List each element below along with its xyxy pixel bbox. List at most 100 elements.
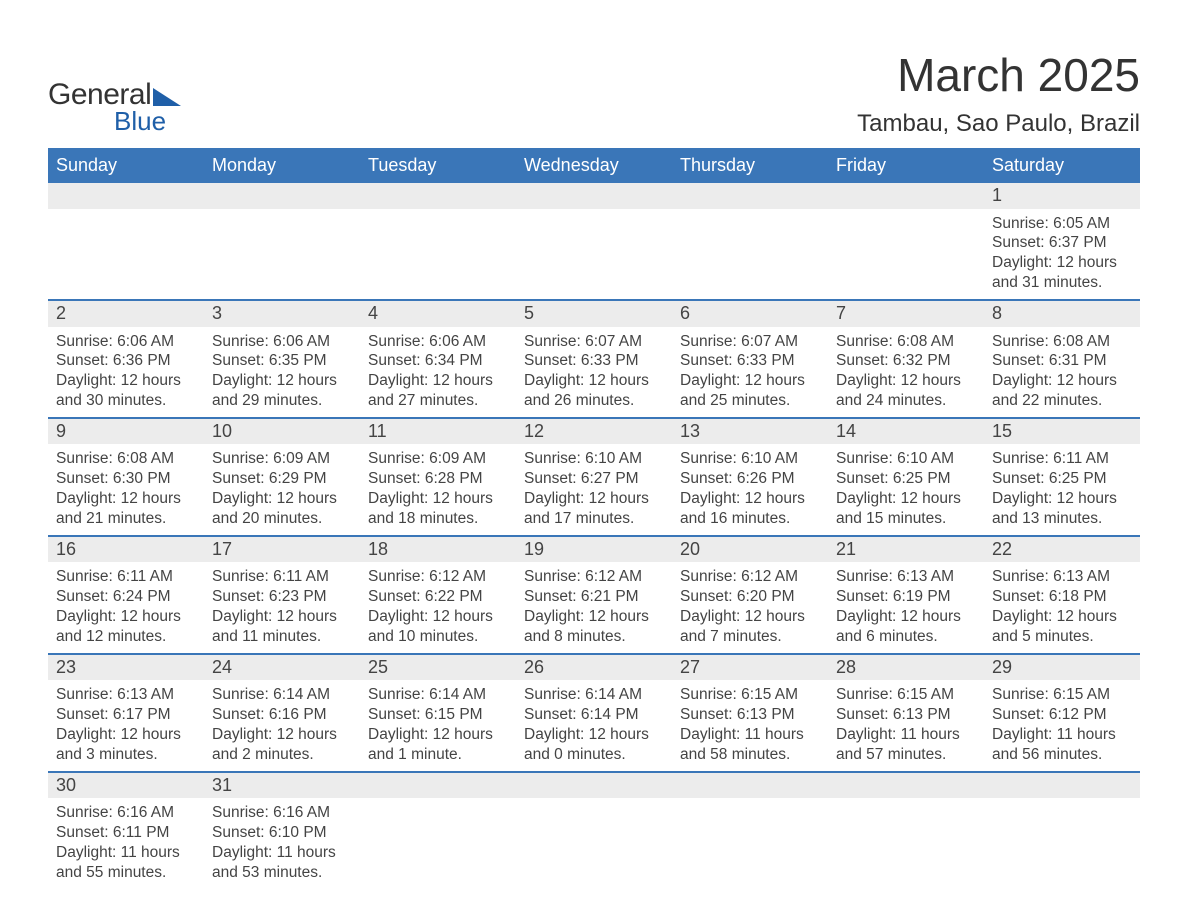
day-cell: 20Sunrise: 6:12 AMSunset: 6:20 PMDayligh… [672, 537, 828, 653]
day-body: Sunrise: 6:13 AMSunset: 6:19 PMDaylight:… [828, 562, 984, 652]
day-number [828, 773, 984, 799]
day-body: Sunrise: 6:09 AMSunset: 6:28 PMDaylight:… [360, 444, 516, 534]
day-number [516, 773, 672, 799]
day-body: Sunrise: 6:14 AMSunset: 6:15 PMDaylight:… [360, 680, 516, 770]
day-body: Sunrise: 6:08 AMSunset: 6:31 PMDaylight:… [984, 327, 1140, 417]
sunrise-text: Sunrise: 6:12 AM [680, 567, 820, 587]
sunrise-text: Sunrise: 6:07 AM [524, 332, 664, 352]
day-body: Sunrise: 6:06 AMSunset: 6:35 PMDaylight:… [204, 327, 360, 417]
sunset-text: Sunset: 6:13 PM [836, 705, 976, 725]
day-cell: 23Sunrise: 6:13 AMSunset: 6:17 PMDayligh… [48, 655, 204, 771]
sunset-text: Sunset: 6:13 PM [680, 705, 820, 725]
daylight-text: Daylight: 12 hours and 5 minutes. [992, 607, 1132, 647]
day-number [360, 183, 516, 209]
day-number: 6 [672, 301, 828, 327]
weekday-header: Wednesday [516, 148, 672, 183]
day-number: 29 [984, 655, 1140, 681]
title-block: March 2025 Tambau, Sao Paulo, Brazil [857, 48, 1140, 138]
day-number: 21 [828, 537, 984, 563]
day-cell [48, 183, 204, 299]
daylight-text: Daylight: 12 hours and 10 minutes. [368, 607, 508, 647]
day-cell: 11Sunrise: 6:09 AMSunset: 6:28 PMDayligh… [360, 419, 516, 535]
day-number: 4 [360, 301, 516, 327]
sunset-text: Sunset: 6:11 PM [56, 823, 196, 843]
daylight-text: Daylight: 12 hours and 3 minutes. [56, 725, 196, 765]
weekday-header: Sunday [48, 148, 204, 183]
day-cell [828, 183, 984, 299]
sunset-text: Sunset: 6:24 PM [56, 587, 196, 607]
day-number: 26 [516, 655, 672, 681]
day-body: Sunrise: 6:16 AMSunset: 6:10 PMDaylight:… [204, 798, 360, 888]
week-row: 30Sunrise: 6:16 AMSunset: 6:11 PMDayligh… [48, 771, 1140, 889]
day-number [204, 183, 360, 209]
day-number: 7 [828, 301, 984, 327]
sunset-text: Sunset: 6:20 PM [680, 587, 820, 607]
day-number: 25 [360, 655, 516, 681]
sunset-text: Sunset: 6:33 PM [680, 351, 820, 371]
logo-triangle-icon [153, 88, 181, 106]
sunrise-text: Sunrise: 6:12 AM [524, 567, 664, 587]
weekday-header: Tuesday [360, 148, 516, 183]
daylight-text: Daylight: 11 hours and 55 minutes. [56, 843, 196, 883]
day-cell: 12Sunrise: 6:10 AMSunset: 6:27 PMDayligh… [516, 419, 672, 535]
daylight-text: Daylight: 12 hours and 18 minutes. [368, 489, 508, 529]
day-number: 11 [360, 419, 516, 445]
sunrise-text: Sunrise: 6:11 AM [56, 567, 196, 587]
day-body: Sunrise: 6:12 AMSunset: 6:22 PMDaylight:… [360, 562, 516, 652]
sunset-text: Sunset: 6:22 PM [368, 587, 508, 607]
sunset-text: Sunset: 6:10 PM [212, 823, 352, 843]
day-cell: 22Sunrise: 6:13 AMSunset: 6:18 PMDayligh… [984, 537, 1140, 653]
day-number: 2 [48, 301, 204, 327]
day-body: Sunrise: 6:07 AMSunset: 6:33 PMDaylight:… [672, 327, 828, 417]
day-number [984, 773, 1140, 799]
sunset-text: Sunset: 6:25 PM [836, 469, 976, 489]
day-cell: 18Sunrise: 6:12 AMSunset: 6:22 PMDayligh… [360, 537, 516, 653]
day-body: Sunrise: 6:08 AMSunset: 6:32 PMDaylight:… [828, 327, 984, 417]
day-body: Sunrise: 6:10 AMSunset: 6:27 PMDaylight:… [516, 444, 672, 534]
daylight-text: Daylight: 12 hours and 2 minutes. [212, 725, 352, 765]
day-cell [516, 183, 672, 299]
day-cell [984, 773, 1140, 889]
sunrise-text: Sunrise: 6:14 AM [524, 685, 664, 705]
day-cell [360, 773, 516, 889]
sunrise-text: Sunrise: 6:11 AM [992, 449, 1132, 469]
sunrise-text: Sunrise: 6:08 AM [56, 449, 196, 469]
sunrise-text: Sunrise: 6:13 AM [836, 567, 976, 587]
sunrise-text: Sunrise: 6:05 AM [992, 214, 1132, 234]
day-body: Sunrise: 6:12 AMSunset: 6:21 PMDaylight:… [516, 562, 672, 652]
sunset-text: Sunset: 6:29 PM [212, 469, 352, 489]
sunrise-text: Sunrise: 6:10 AM [524, 449, 664, 469]
sunrise-text: Sunrise: 6:14 AM [368, 685, 508, 705]
header-row: General Blue March 2025 Tambau, Sao Paul… [48, 48, 1140, 138]
sunrise-text: Sunrise: 6:11 AM [212, 567, 352, 587]
day-body: Sunrise: 6:05 AMSunset: 6:37 PMDaylight:… [984, 209, 1140, 299]
sunset-text: Sunset: 6:33 PM [524, 351, 664, 371]
day-cell: 1Sunrise: 6:05 AMSunset: 6:37 PMDaylight… [984, 183, 1140, 299]
daylight-text: Daylight: 12 hours and 16 minutes. [680, 489, 820, 529]
day-number [516, 183, 672, 209]
sunset-text: Sunset: 6:18 PM [992, 587, 1132, 607]
logo-text-blue: Blue [114, 106, 166, 137]
day-cell: 14Sunrise: 6:10 AMSunset: 6:25 PMDayligh… [828, 419, 984, 535]
day-number: 17 [204, 537, 360, 563]
weekday-header: Thursday [672, 148, 828, 183]
day-cell: 4Sunrise: 6:06 AMSunset: 6:34 PMDaylight… [360, 301, 516, 417]
sunset-text: Sunset: 6:15 PM [368, 705, 508, 725]
week-row: 1Sunrise: 6:05 AMSunset: 6:37 PMDaylight… [48, 183, 1140, 299]
day-number: 19 [516, 537, 672, 563]
day-number: 12 [516, 419, 672, 445]
sunset-text: Sunset: 6:14 PM [524, 705, 664, 725]
week-row: 23Sunrise: 6:13 AMSunset: 6:17 PMDayligh… [48, 653, 1140, 771]
daylight-text: Daylight: 12 hours and 12 minutes. [56, 607, 196, 647]
daylight-text: Daylight: 12 hours and 20 minutes. [212, 489, 352, 529]
day-cell: 27Sunrise: 6:15 AMSunset: 6:13 PMDayligh… [672, 655, 828, 771]
sunset-text: Sunset: 6:19 PM [836, 587, 976, 607]
daylight-text: Daylight: 12 hours and 8 minutes. [524, 607, 664, 647]
day-cell: 2Sunrise: 6:06 AMSunset: 6:36 PMDaylight… [48, 301, 204, 417]
day-body: Sunrise: 6:10 AMSunset: 6:26 PMDaylight:… [672, 444, 828, 534]
sunset-text: Sunset: 6:16 PM [212, 705, 352, 725]
daylight-text: Daylight: 12 hours and 0 minutes. [524, 725, 664, 765]
sunset-text: Sunset: 6:12 PM [992, 705, 1132, 725]
sunset-text: Sunset: 6:37 PM [992, 233, 1132, 253]
sunrise-text: Sunrise: 6:08 AM [836, 332, 976, 352]
